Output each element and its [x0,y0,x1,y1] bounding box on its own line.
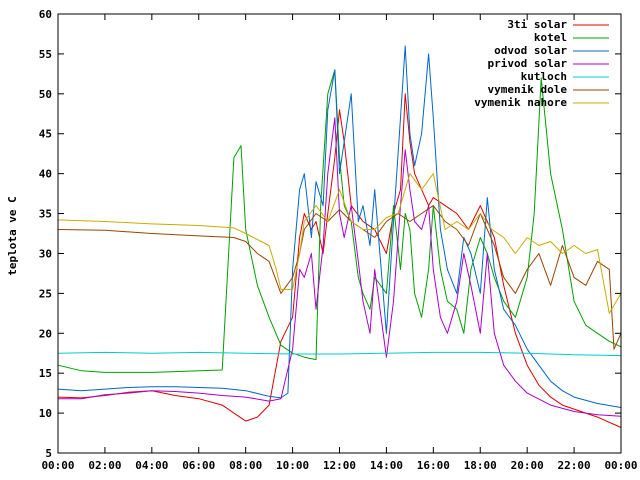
series-line-kutloch [57,351,622,357]
x-tick-label: 04:00 [135,459,168,472]
y-tick-label: 30 [39,247,52,260]
x-tick-label: 22:00 [558,459,591,472]
x-tick-label: 18:00 [464,459,497,472]
y-tick-label: 15 [39,367,52,380]
x-tick-label: 10:00 [276,459,309,472]
x-tick-label: 02:00 [88,459,121,472]
series-line-vymenik-nahore [57,173,622,314]
x-tick-label: 16:00 [417,459,450,472]
legend-label-vymenik-dole: vymenik dole [488,83,568,96]
y-tick-label: 5 [45,447,52,460]
series-line-privod-solar [58,117,622,417]
x-tick-label: 14:00 [370,459,403,472]
y-tick-label: 40 [39,168,52,181]
y-tick-label: 25 [39,287,52,300]
y-tick-label: 35 [39,208,52,221]
legend-label-3ti-solar: 3ti solar [507,18,567,31]
series-line-vymenik-dole [57,205,622,350]
series-layer [57,45,622,428]
y-tick-label: 20 [39,327,52,340]
x-tick-label: 08:00 [229,459,262,472]
legend-label-odvod-solar: odvod solar [494,44,567,57]
y-tick-label: 55 [39,48,52,61]
legend-label-kutloch: kutloch [521,70,567,83]
y-tick-label: 60 [39,8,52,21]
y-axis-label: teplota ve C [6,196,19,275]
x-tick-label: 00:00 [604,459,637,472]
legend-label-privod-solar: privod solar [488,57,568,70]
y-tick-label: 50 [39,88,52,101]
series-line-3ti-solar [57,93,622,428]
x-tick-label: 20:00 [511,459,544,472]
axis-layer: 00:00 02:00 04:00 06:00 08:00 10:00 12:00 14:00… [39,8,638,472]
series-line-odvod-solar [57,45,622,408]
x-tick-label: 06:00 [182,459,215,472]
y-tick-label: 10 [39,407,52,420]
legend-label-kotel: kotel [534,31,567,44]
legend-label-vymenik-nahore: vymenik nahore [474,96,567,109]
x-tick-label: 12:00 [323,459,356,472]
y-tick-label: 45 [39,128,52,141]
x-tick-label: 00:00 [41,459,74,472]
series-line-kotel [57,69,622,373]
